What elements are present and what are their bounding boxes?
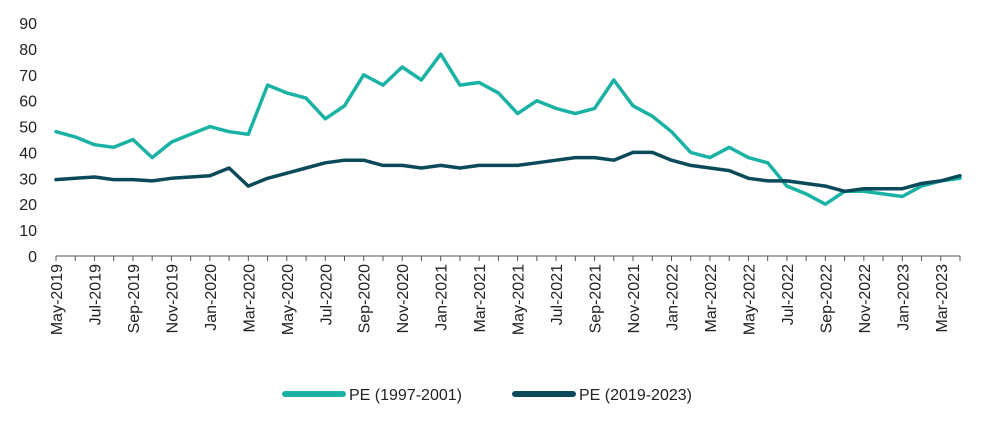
x-tick-label: Mar-2022 <box>703 264 720 333</box>
y-tick-label: 20 <box>19 197 37 214</box>
x-tick-label: Jul-2020 <box>318 264 335 325</box>
x-tick-label: Sep-2019 <box>126 264 143 333</box>
x-tick-label: May-2021 <box>511 264 528 335</box>
y-tick-label: 90 <box>19 16 37 33</box>
x-tick-label: May-2020 <box>280 264 297 335</box>
y-tick-label: 10 <box>19 223 37 240</box>
x-tick-label: Sep-2020 <box>357 264 374 333</box>
x-tick-label: Jan-2022 <box>664 264 681 331</box>
x-axis-tick-labels: May-2019 Jul-2019 Sep-2019 Nov-2019 Jan-2020… <box>49 264 951 335</box>
legend-label: PE (1997-2001) <box>349 387 462 404</box>
x-tick-label: Mar-2021 <box>472 264 489 333</box>
legend: PE (1997-2001) PE (2019-2023) <box>282 387 692 404</box>
x-tick-label: Jul-2019 <box>87 264 104 325</box>
x-tick-label: Nov-2019 <box>164 264 181 333</box>
y-tick-label: 60 <box>19 94 37 111</box>
x-tick-label: May-2019 <box>49 264 66 335</box>
series-lines <box>54 52 962 206</box>
y-axis-tick-labels: 0 10 20 30 40 50 60 70 80 90 <box>19 16 37 266</box>
x-tick-label: Nov-2022 <box>857 264 874 333</box>
x-tick-label: May-2022 <box>741 264 758 335</box>
series-line <box>54 150 962 194</box>
y-tick-label: 50 <box>19 120 37 137</box>
x-tick-label: Mar-2020 <box>241 264 258 333</box>
x-tick-label: Mar-2023 <box>934 264 951 333</box>
x-tick-label: Jan-2023 <box>895 264 912 331</box>
y-tick-label: 40 <box>19 145 37 162</box>
y-tick-label: 80 <box>19 42 37 59</box>
x-tick-label: Jan-2021 <box>434 264 451 331</box>
x-tick-label: Sep-2021 <box>588 264 605 333</box>
x-axis-ticks <box>55 256 961 261</box>
x-tick-label: Nov-2020 <box>395 264 412 333</box>
y-tick-label: 70 <box>19 68 37 85</box>
x-tick-label: Sep-2022 <box>818 264 835 333</box>
x-tick-label: Jul-2021 <box>549 264 566 325</box>
y-tick-label: 0 <box>28 249 37 266</box>
y-tick-label: 30 <box>19 171 37 188</box>
x-tick-label: Jan-2020 <box>203 264 220 331</box>
x-tick-label: Nov-2021 <box>626 264 643 333</box>
x-tick-label: Jul-2022 <box>780 264 797 325</box>
legend-label: PE (2019-2023) <box>579 387 692 404</box>
series-line <box>54 52 962 206</box>
